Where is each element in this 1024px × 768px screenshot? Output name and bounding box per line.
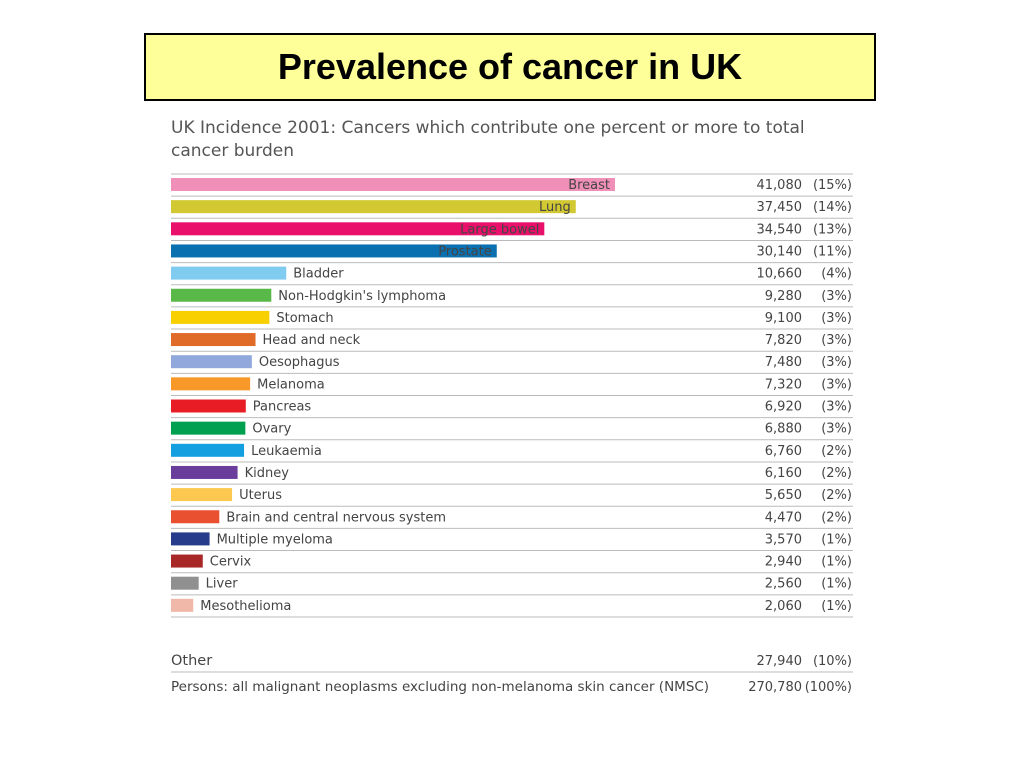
bar-percent-label: (3%) (821, 355, 852, 370)
bar-category-label: Uterus (239, 488, 282, 503)
chart-title: UK Incidence 2001: Cancers which contrib… (171, 118, 805, 161)
bar (171, 200, 576, 214)
bar (171, 576, 199, 590)
bar-percent-label: (3%) (821, 311, 852, 326)
bar-category-label: Lung (539, 200, 571, 215)
bar-percent-label: (1%) (821, 555, 852, 570)
bar-category-label: Prostate (438, 244, 492, 259)
bar-percent-label: (14%) (813, 200, 852, 215)
bar-value-label: 6,160 (765, 466, 802, 481)
bar-category-label: Liver (206, 577, 239, 592)
bar (171, 266, 287, 280)
bar-percent-label: (13%) (813, 222, 852, 237)
bar-value-label: 37,450 (757, 200, 803, 215)
bar-percent-label: (4%) (821, 267, 852, 282)
bar-value-label: 4,470 (765, 510, 802, 525)
bar-value-label: 6,920 (765, 400, 802, 415)
bar-category-label: Large bowel (460, 222, 539, 237)
bar-category-label: Ovary (252, 422, 291, 437)
bar-category-label: Head and neck (263, 333, 361, 348)
total-row-label: Persons: all malignant neoplasms excludi… (171, 679, 710, 695)
bar (171, 288, 272, 302)
total-value-label: 270,780 (748, 680, 802, 695)
bar-value-label: 9,280 (765, 289, 802, 304)
other-row-label: Other (171, 653, 212, 669)
bar (171, 355, 252, 369)
bar-category-label: Multiple myeloma (217, 532, 333, 547)
other-value-label: 27,940 (757, 654, 803, 669)
bar (171, 310, 270, 324)
bar-percent-label: (2%) (821, 510, 852, 525)
bar-category-label: Pancreas (253, 400, 312, 415)
bar-value-label: 10,660 (757, 267, 803, 282)
bar-value-label: 9,100 (765, 311, 802, 326)
bar-value-label: 34,540 (757, 222, 803, 237)
bar-percent-label: (2%) (821, 466, 852, 481)
bar (171, 222, 545, 236)
bar-value-label: 2,560 (765, 577, 802, 592)
bar (171, 377, 251, 391)
bar-percent-label: (3%) (821, 289, 852, 304)
bar-value-label: 7,480 (765, 355, 802, 370)
bar-value-label: 30,140 (757, 244, 803, 259)
bar-percent-label: (3%) (821, 333, 852, 348)
bar (171, 399, 246, 413)
bar-value-label: 5,650 (765, 488, 802, 503)
bar-value-label: 7,320 (765, 377, 802, 392)
bar-percent-label: (1%) (821, 532, 852, 547)
bar-percent-label: (15%) (813, 178, 852, 193)
total-percent-label: (100%) (805, 680, 852, 695)
bar-category-label: Breast (568, 178, 610, 193)
bar-value-label: 2,940 (765, 555, 802, 570)
bar-category-label: Non-Hodgkin's lymphoma (278, 289, 446, 304)
bar-value-label: 6,880 (765, 422, 802, 437)
bar-category-label: Leukaemia (251, 444, 322, 459)
bar-percent-label: (1%) (821, 577, 852, 592)
bar-percent-label: (11%) (813, 244, 852, 259)
bar-value-label: 41,080 (757, 178, 803, 193)
bar-category-label: Oesophagus (259, 355, 340, 370)
bar (171, 598, 194, 612)
bar (171, 421, 246, 435)
bar (171, 244, 497, 258)
bar-percent-label: (2%) (821, 488, 852, 503)
bar-category-label: Brain and central nervous system (226, 510, 446, 525)
other-percent-label: (10%) (813, 654, 852, 669)
bar (171, 178, 615, 191)
bar (171, 443, 245, 457)
bar-category-label: Kidney (245, 466, 290, 481)
bar (171, 488, 233, 502)
bar-category-label: Mesothelioma (200, 599, 291, 614)
bar-percent-label: (3%) (821, 422, 852, 437)
bar-percent-label: (1%) (821, 599, 852, 614)
bar-value-label: 3,570 (765, 532, 802, 547)
bar (171, 554, 203, 568)
slide-title: Prevalence of cancer in UK (144, 33, 876, 101)
bar (171, 465, 238, 479)
bar (171, 532, 210, 546)
bar-category-label: Melanoma (257, 377, 325, 392)
bar-category-label: Cervix (210, 555, 252, 570)
bar-percent-label: (3%) (821, 377, 852, 392)
bar-value-label: 7,820 (765, 333, 802, 348)
bar-category-label: Stomach (276, 311, 333, 326)
bar-percent-label: (2%) (821, 444, 852, 459)
bar (171, 510, 220, 524)
bar (171, 333, 256, 347)
bar-percent-label: (3%) (821, 400, 852, 415)
bar-value-label: 2,060 (765, 599, 802, 614)
bar-category-label: Bladder (293, 267, 344, 282)
bar-value-label: 6,760 (765, 444, 802, 459)
